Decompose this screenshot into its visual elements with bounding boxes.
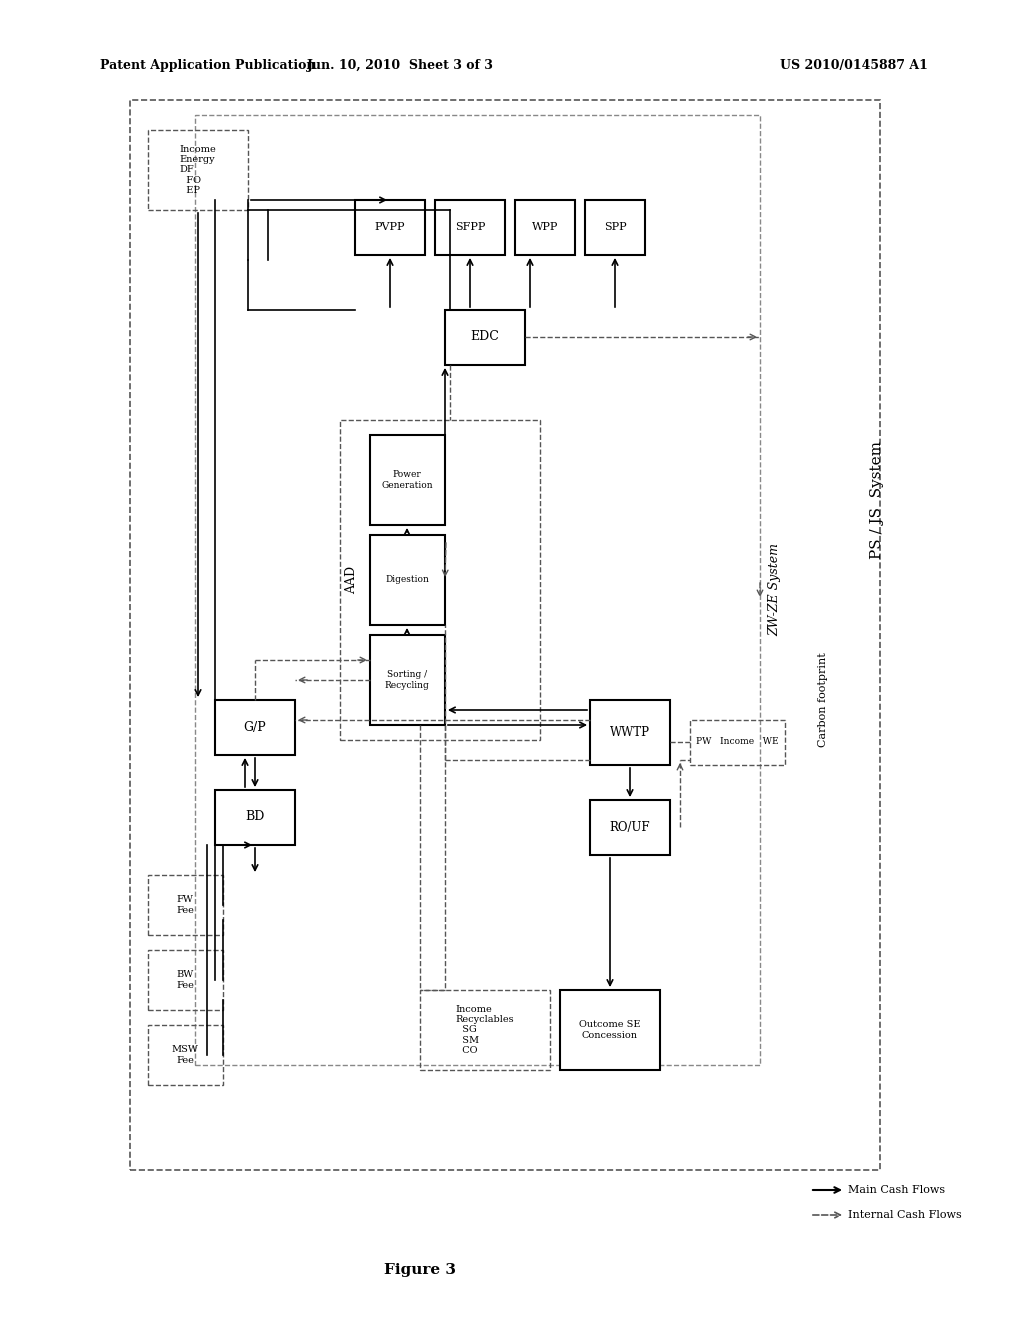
- Text: Main Cash Flows: Main Cash Flows: [848, 1185, 945, 1195]
- Bar: [130, 100, 880, 1170]
- Text: WWTP: WWTP: [610, 726, 650, 738]
- Text: Sorting /
Recycling: Sorting / Recycling: [385, 671, 429, 689]
- Bar: [435, 201, 505, 255]
- Text: BD: BD: [246, 810, 264, 824]
- Bar: [148, 875, 223, 935]
- Bar: [148, 129, 248, 210]
- Text: SPP: SPP: [604, 222, 627, 232]
- Bar: [585, 201, 645, 255]
- Text: FW
Fee: FW Fee: [176, 895, 194, 915]
- Text: Power
Generation: Power Generation: [381, 470, 433, 490]
- Text: Jun. 10, 2010  Sheet 3 of 3: Jun. 10, 2010 Sheet 3 of 3: [306, 58, 494, 71]
- Bar: [370, 635, 445, 725]
- Text: PS / JS  System: PS / JS System: [870, 441, 884, 558]
- Text: MSW
Fee: MSW Fee: [172, 1045, 199, 1065]
- Text: AAD: AAD: [345, 566, 358, 594]
- Bar: [690, 719, 785, 766]
- Bar: [215, 700, 295, 755]
- Bar: [445, 310, 525, 366]
- Text: Internal Cash Flows: Internal Cash Flows: [848, 1210, 962, 1220]
- Text: Outcome SE
Concession: Outcome SE Concession: [580, 1020, 641, 1040]
- Text: PW   Income   WE: PW Income WE: [695, 738, 778, 747]
- Text: G/P: G/P: [244, 721, 266, 734]
- Bar: [515, 201, 575, 255]
- Text: Carbon footprint: Carbon footprint: [818, 652, 828, 747]
- Bar: [590, 800, 670, 855]
- Bar: [370, 436, 445, 525]
- Text: Income
Energy
DF
  FO
  EP: Income Energy DF FO EP: [179, 145, 216, 195]
- Text: SFPP: SFPP: [455, 222, 485, 232]
- Text: RO/UF: RO/UF: [609, 821, 650, 833]
- Text: Figure 3: Figure 3: [384, 1263, 456, 1276]
- Text: Income
Recyclables
  SG
  SM
  CO: Income Recyclables SG SM CO: [456, 1005, 514, 1055]
- Bar: [148, 950, 223, 1010]
- Text: BW
Fee: BW Fee: [176, 970, 194, 990]
- Bar: [370, 535, 445, 624]
- Text: WPP: WPP: [531, 222, 558, 232]
- Text: US 2010/0145887 A1: US 2010/0145887 A1: [780, 58, 928, 71]
- Bar: [560, 990, 660, 1071]
- Bar: [148, 1026, 223, 1085]
- Bar: [590, 700, 670, 766]
- Bar: [340, 420, 540, 741]
- Bar: [215, 789, 295, 845]
- Bar: [195, 115, 760, 1065]
- Text: PVPP: PVPP: [375, 222, 406, 232]
- Text: Patent Application Publication: Patent Application Publication: [100, 58, 315, 71]
- Bar: [420, 990, 550, 1071]
- Text: Digestion: Digestion: [385, 576, 429, 585]
- Bar: [355, 201, 425, 255]
- Text: EDC: EDC: [471, 330, 500, 343]
- Text: ZW-ZE System: ZW-ZE System: [768, 544, 781, 636]
